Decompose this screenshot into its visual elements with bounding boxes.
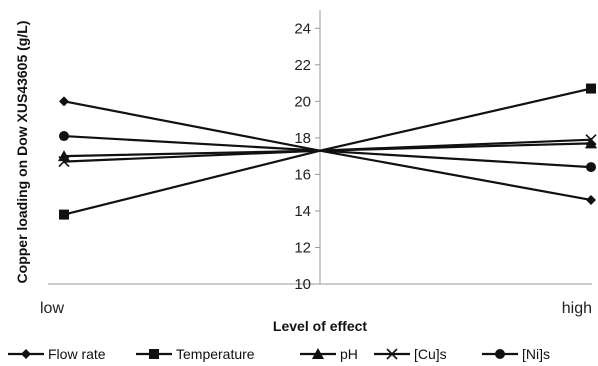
x-tick-label: low [40,300,64,317]
legend-marker [312,348,324,359]
legend: Flow rate Temperature pH [Cu]s [Ni]s [8,346,550,362]
data-point [59,131,69,142]
y-axis-label: Copper loading on Dow XUS43605 (g/L) [14,21,30,284]
data-point [585,134,597,146]
y-tick-label: 12 [294,239,311,256]
data-point [586,162,596,173]
axes [48,10,592,285]
legend-item: [Ni]s [482,346,550,362]
x-tick-label: high [562,300,592,317]
legend-marker [495,349,505,359]
y-tick-label: 16 [294,166,311,183]
legend-label: [Ni]s [522,346,550,362]
legend-marker [386,348,398,360]
data-point [59,209,69,220]
y-tick-label: 10 [294,276,311,293]
series-lines [58,83,597,220]
y-tick-labels: 10 12 14 16 18 20 22 24 [294,20,320,293]
series-line [63,134,592,169]
x-axis-label: Level of effect [273,318,367,334]
y-tick-label: 22 [294,57,311,74]
legend-marker [21,349,31,359]
data-point [585,137,597,149]
legend-item: [Cu]s [374,346,447,362]
legend-item: Flow rate [8,346,106,362]
y-tick-label: 14 [294,203,311,220]
legend-label: Temperature [176,346,255,362]
legend-item: Temperature [136,346,255,362]
y-tick-label: 18 [294,130,311,147]
legend-label: pH [340,346,358,362]
data-point [586,83,596,94]
legend-label: Flow rate [48,346,106,362]
legend-item: pH [300,346,358,362]
legend-marker [149,349,159,359]
y-tick-label: 24 [294,20,311,37]
data-point [58,156,70,168]
data-point [59,96,69,107]
legend-label: [Cu]s [414,346,447,362]
y-tick-label: 20 [294,93,311,110]
data-point [586,194,596,205]
x-tick-labels: low high [40,300,592,317]
